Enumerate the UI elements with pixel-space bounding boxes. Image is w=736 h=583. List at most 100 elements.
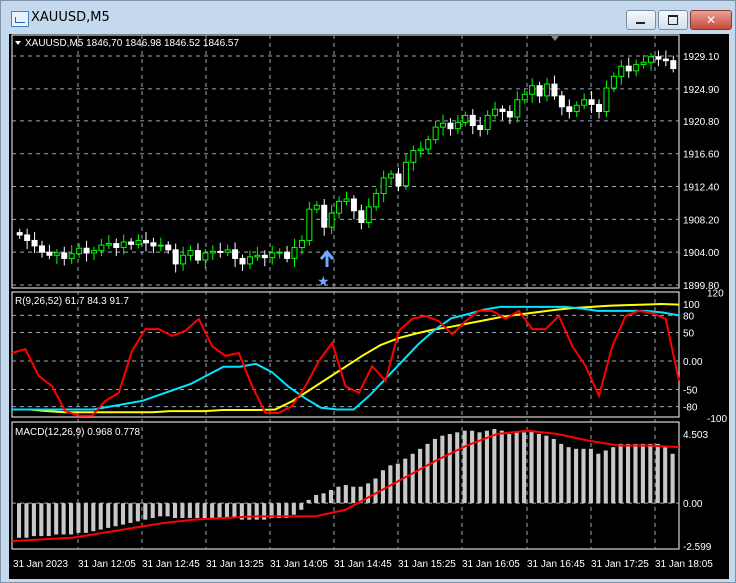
macd-histogram-bar [655, 443, 660, 504]
macd-histogram-bar [195, 503, 200, 519]
macd-axis-label: 0.00 [683, 499, 703, 510]
pane-frame [11, 421, 680, 550]
macd-histogram-bar [514, 432, 519, 504]
candle-body [514, 99, 521, 118]
candle-body [662, 58, 669, 62]
candle-body [655, 56, 662, 60]
star-icon: ★ [317, 274, 330, 290]
price-axis-label: 1920.80 [683, 117, 720, 128]
macd-histogram-bar [135, 503, 140, 522]
macd-histogram-bar [61, 503, 66, 535]
time-axis-label: 31 Jan 16:05 [462, 559, 520, 570]
candle-body [380, 177, 387, 195]
indicator-axis-label: 0.00 [683, 357, 703, 368]
candle-body [298, 239, 305, 248]
candle-body [291, 246, 298, 259]
candle-body [469, 114, 476, 127]
title-bar[interactable]: XAUUSD,M5 ✕ [1, 1, 735, 33]
candle-body [321, 204, 328, 228]
candle-body [432, 126, 439, 141]
pane-frame [11, 291, 680, 418]
macd-histogram-bar [596, 453, 601, 504]
macd-histogram-bar [232, 503, 237, 519]
time-axis-label: 31 Jan 14:05 [270, 559, 328, 570]
macd-histogram-bar [158, 503, 163, 517]
macd-histogram-bar [328, 490, 334, 504]
candle-body [105, 243, 112, 246]
chart-window-icon [11, 11, 29, 27]
macd-histogram-bar [366, 483, 371, 504]
time-axis-label: 31 Jan 16:45 [527, 559, 585, 570]
macd-histogram-bar [269, 503, 274, 519]
indicator-axis-label: -50 [683, 386, 698, 397]
candle-body [477, 125, 484, 130]
price-axis-label: 1908.20 [683, 215, 720, 226]
macd-histogram-bar [425, 443, 430, 504]
yellow-line [12, 302, 680, 414]
candle-body [440, 122, 447, 128]
candle-body [395, 173, 402, 187]
candle-body [410, 150, 417, 163]
macd-histogram-bar [574, 448, 579, 504]
candle-body [194, 250, 201, 261]
macd-histogram-bar [663, 447, 668, 504]
macd-histogram-bar [150, 503, 155, 519]
macd-histogram-bar [410, 453, 415, 504]
candle-body [31, 239, 38, 247]
close-button[interactable]: ✕ [690, 10, 732, 30]
macd-histogram-bar [544, 435, 549, 504]
candle-body [417, 148, 424, 152]
time-axis-label: 31 Jan 17:25 [591, 559, 649, 570]
macd-histogram-bar [499, 430, 504, 504]
candle-body [454, 121, 461, 130]
candle-body [224, 249, 231, 253]
macd-histogram-bar [588, 448, 593, 504]
candle-body [558, 95, 565, 108]
macd-histogram-bar [17, 503, 22, 538]
macd-histogram-bar [83, 503, 88, 533]
macd-histogram-bar [165, 503, 170, 517]
macd-histogram-bar [395, 463, 400, 504]
macd-histogram-bar [276, 503, 282, 519]
price-axis-label: 1924.90 [683, 85, 720, 96]
macd-histogram-bar [611, 447, 616, 504]
macd-histogram-bar [113, 503, 118, 527]
chart-area[interactable]: 31 Jan 2023 31 Jan 12:05 31 Jan 12:45 31 Ja… [9, 34, 729, 579]
candle-body [506, 110, 513, 118]
macd-histogram-bar [31, 503, 36, 537]
candle-body [499, 108, 506, 112]
macd-histogram-bar [462, 430, 467, 504]
pane-frame [11, 34, 680, 289]
candle-body [484, 114, 491, 130]
candle-body [566, 106, 573, 112]
candle-body [336, 200, 343, 214]
chart-header: XAUUSD,M5 1846,70 1846.98 1846.52 1846.5… [25, 38, 239, 49]
macd-histogram-bar [470, 430, 475, 504]
dropdown-triangle-icon [15, 41, 21, 45]
macd-histogram-bar [336, 486, 341, 504]
maximize-button[interactable] [658, 10, 688, 30]
minimize-button[interactable] [626, 10, 656, 30]
candle-body [180, 254, 187, 265]
macd-histogram-bar [284, 503, 289, 519]
candle-body [98, 244, 105, 252]
macd-histogram-bar [247, 503, 252, 520]
indicator-axis-label: 50 [683, 329, 695, 340]
macd-histogram-bar [618, 443, 623, 504]
time-axis-label: 31 Jan 15:25 [398, 559, 456, 570]
candle-body [254, 254, 261, 258]
macd-histogram-bar [120, 503, 126, 525]
macd-histogram-bar [633, 443, 638, 504]
chart-canvas[interactable]: 31 Jan 2023 31 Jan 12:05 31 Jan 12:45 31 Ja… [9, 34, 729, 579]
time-axis-label: 31 Jan 14:45 [334, 559, 392, 570]
candle-body [276, 251, 283, 254]
macd-histogram-bar [492, 429, 497, 504]
macd-histogram-bar [106, 503, 111, 528]
candle-body [90, 250, 97, 254]
candle-body [343, 198, 350, 202]
time-axis-label: 31 Jan 2023 [13, 559, 68, 570]
candle-body [313, 204, 320, 210]
macd-histogram-bar [440, 435, 445, 504]
macd-histogram-bar [432, 438, 437, 504]
indicator-axis-label: -100 [707, 414, 727, 425]
